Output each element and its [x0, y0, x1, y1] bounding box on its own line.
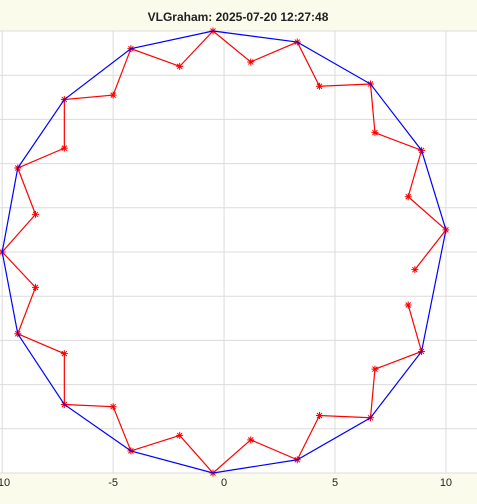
point-marker: [109, 91, 117, 99]
x-tick-label: -5: [108, 477, 118, 489]
point-marker: [315, 82, 323, 90]
point-marker: [109, 403, 117, 411]
point-marker: [176, 431, 184, 439]
point-marker: [371, 365, 379, 373]
point-marker: [371, 129, 379, 137]
point-marker: [31, 283, 39, 291]
point-marker: [404, 301, 412, 309]
chart-title: VLGraham: 2025-07-20 12:27:48: [148, 10, 329, 24]
point-marker: [404, 193, 412, 201]
point-marker: [60, 144, 68, 152]
series-line: [1, 30, 447, 474]
point-marker: [315, 412, 323, 420]
point-marker: [411, 266, 419, 274]
point-marker: [31, 210, 39, 218]
x-tick-label: -10: [0, 477, 10, 489]
x-tick-label: 0: [221, 477, 227, 489]
x-tick-label: 5: [332, 477, 338, 489]
x-tick-label: 10: [440, 477, 452, 489]
point-marker: [176, 62, 184, 70]
point-marker: [247, 436, 255, 444]
point-marker: [247, 58, 255, 66]
point-marker: [60, 350, 68, 358]
